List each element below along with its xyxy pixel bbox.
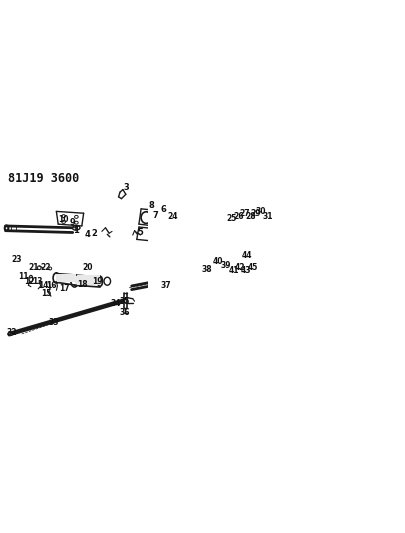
Text: 33: 33 xyxy=(49,318,59,327)
Text: 2: 2 xyxy=(92,229,97,238)
Text: 45: 45 xyxy=(247,263,257,272)
Ellipse shape xyxy=(8,333,12,335)
Text: 41: 41 xyxy=(228,266,239,275)
Text: 37: 37 xyxy=(160,281,171,290)
Text: 39: 39 xyxy=(220,262,231,270)
Text: 9: 9 xyxy=(70,218,75,227)
Text: 3: 3 xyxy=(124,183,129,192)
Text: 4: 4 xyxy=(84,230,90,239)
Text: 23: 23 xyxy=(11,255,22,264)
Text: 1: 1 xyxy=(72,226,79,235)
Text: 40: 40 xyxy=(213,257,223,266)
Text: 81J19 3600: 81J19 3600 xyxy=(8,173,79,185)
Text: 14: 14 xyxy=(38,281,49,290)
Text: 44: 44 xyxy=(241,251,251,260)
Text: 8: 8 xyxy=(148,201,153,211)
Ellipse shape xyxy=(207,268,213,276)
Text: 42: 42 xyxy=(234,263,244,272)
Text: 34: 34 xyxy=(110,299,121,308)
Text: 35: 35 xyxy=(119,297,129,306)
Text: 12: 12 xyxy=(25,277,35,286)
Text: 15: 15 xyxy=(41,289,51,298)
Text: 25: 25 xyxy=(226,214,236,223)
Text: 43: 43 xyxy=(240,266,251,275)
Bar xyxy=(75,275,100,285)
Text: 17: 17 xyxy=(59,285,70,293)
Text: 36: 36 xyxy=(119,308,130,317)
Text: 11: 11 xyxy=(18,272,28,281)
Text: 7: 7 xyxy=(152,211,158,220)
Text: 6: 6 xyxy=(160,205,166,214)
Text: 27: 27 xyxy=(239,209,249,219)
Ellipse shape xyxy=(72,227,76,230)
Text: 26: 26 xyxy=(233,212,243,221)
Text: 20: 20 xyxy=(82,263,92,271)
Text: 5: 5 xyxy=(137,228,143,237)
Text: 10: 10 xyxy=(58,215,69,224)
Text: 21: 21 xyxy=(28,263,38,272)
Text: 28: 28 xyxy=(244,212,255,221)
Text: 29: 29 xyxy=(250,209,260,219)
Text: 13: 13 xyxy=(32,277,43,286)
Text: 18: 18 xyxy=(77,280,88,289)
Text: 32: 32 xyxy=(6,328,17,337)
Ellipse shape xyxy=(211,266,217,276)
Text: 22: 22 xyxy=(40,263,51,271)
Text: 38: 38 xyxy=(202,265,212,274)
Text: 24: 24 xyxy=(167,212,178,221)
Text: 31: 31 xyxy=(262,212,272,221)
Text: 16: 16 xyxy=(46,281,57,290)
Bar xyxy=(56,273,76,282)
Text: 30: 30 xyxy=(255,207,266,216)
Text: 19: 19 xyxy=(92,277,102,286)
